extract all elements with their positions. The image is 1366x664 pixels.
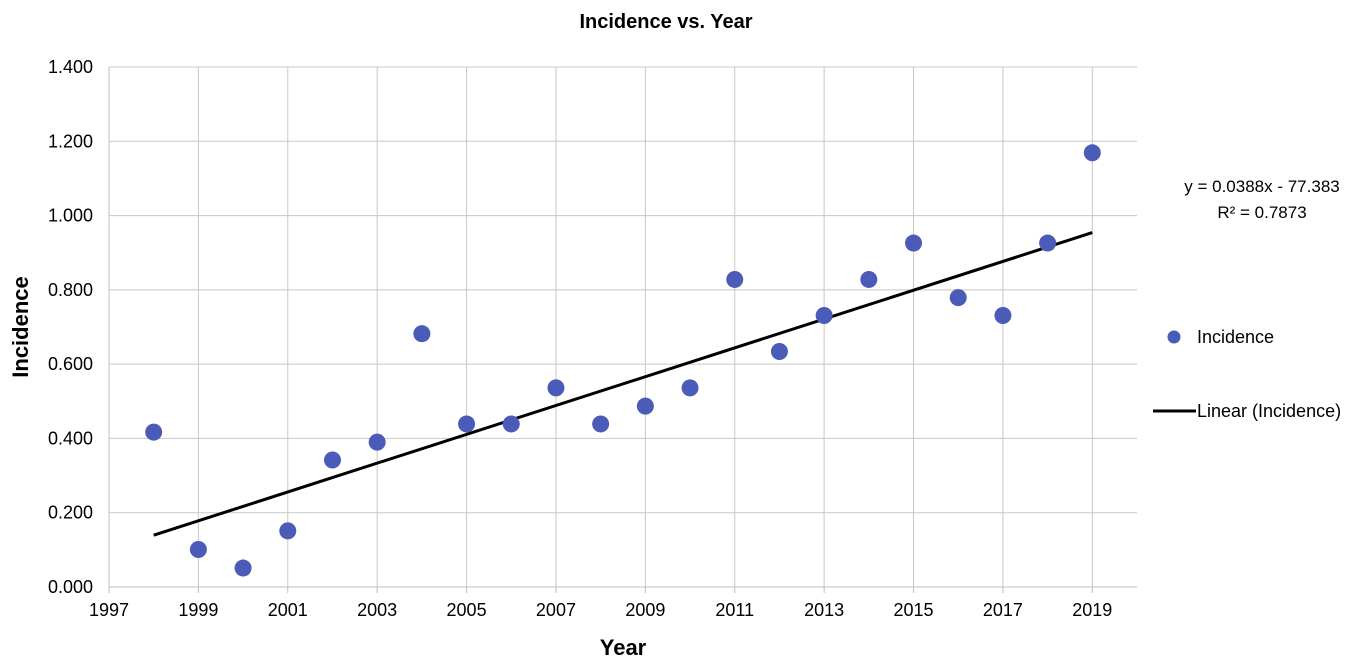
x-tick-label: 2007	[536, 600, 576, 620]
data-point	[1083, 144, 1101, 162]
axes	[108, 67, 1137, 593]
x-tick-label: 1997	[89, 600, 129, 620]
trendline-equation: y = 0.0388x - 77.383	[1184, 177, 1339, 196]
y-tick-label: 1.000	[48, 206, 93, 226]
x-tick-label: 2009	[625, 600, 665, 620]
y-tick-labels: 0.000 0.200 0.400 0.600 0.800 1.000 1.200 1.400	[48, 57, 93, 597]
data-point	[413, 325, 431, 343]
y-tick-label: 1.200	[48, 131, 93, 151]
data-point	[1039, 234, 1057, 252]
data-point	[323, 451, 341, 469]
data-point	[949, 289, 967, 307]
x-tick-label: 2011	[715, 600, 754, 620]
data-point	[770, 343, 788, 361]
grid-lines	[109, 66, 1137, 587]
y-tick-label: 0.000	[48, 577, 93, 597]
legend-label-incidence: Incidence	[1197, 327, 1274, 347]
data-point	[726, 270, 744, 288]
data-point	[145, 423, 163, 441]
data-point	[592, 415, 610, 433]
data-point	[189, 540, 207, 558]
y-tick-label: 1.400	[48, 57, 93, 77]
data-point	[994, 306, 1012, 324]
x-tick-label: 2005	[447, 600, 487, 620]
x-axis-title: Year	[600, 635, 647, 659]
x-tick-label: 2015	[893, 600, 933, 620]
data-point	[860, 270, 878, 288]
data-point	[279, 522, 297, 540]
trendline	[153, 231, 1093, 537]
trendline-r-squared: R² = 0.7873	[1217, 203, 1306, 222]
data-point	[547, 379, 565, 397]
data-point	[815, 306, 833, 324]
y-tick-label: 0.800	[48, 280, 93, 300]
x-tick-label: 2001	[268, 600, 308, 620]
data-point	[905, 234, 923, 252]
data-point	[636, 397, 654, 415]
data-points	[145, 144, 1101, 577]
x-tick-label: 2003	[357, 600, 397, 620]
y-tick-label: 0.400	[48, 428, 93, 448]
x-tick-label: 2013	[804, 600, 844, 620]
legend-label-linear: Linear (Incidence)	[1197, 401, 1341, 421]
x-tick-label: 1999	[178, 600, 218, 620]
data-point	[458, 415, 476, 433]
legend: Incidence Linear (Incidence)	[1153, 327, 1341, 421]
y-axis-title: Incidence	[8, 276, 33, 377]
data-point	[681, 379, 699, 397]
data-point	[502, 415, 520, 433]
x-tick-label: 2019	[1072, 600, 1112, 620]
trendline-group	[153, 231, 1093, 537]
data-point	[368, 433, 386, 451]
y-tick-label: 0.200	[48, 503, 93, 523]
chart-title: Incidence vs. Year	[579, 11, 752, 33]
legend-marker-incidence	[1167, 330, 1181, 344]
x-tick-labels: 1997 1999 2001 2003 2005 2007 2009 2011 2013 2015…	[89, 600, 1112, 620]
y-tick-label: 0.600	[48, 354, 93, 374]
x-tick-label: 2017	[983, 600, 1023, 620]
data-point	[234, 559, 252, 577]
